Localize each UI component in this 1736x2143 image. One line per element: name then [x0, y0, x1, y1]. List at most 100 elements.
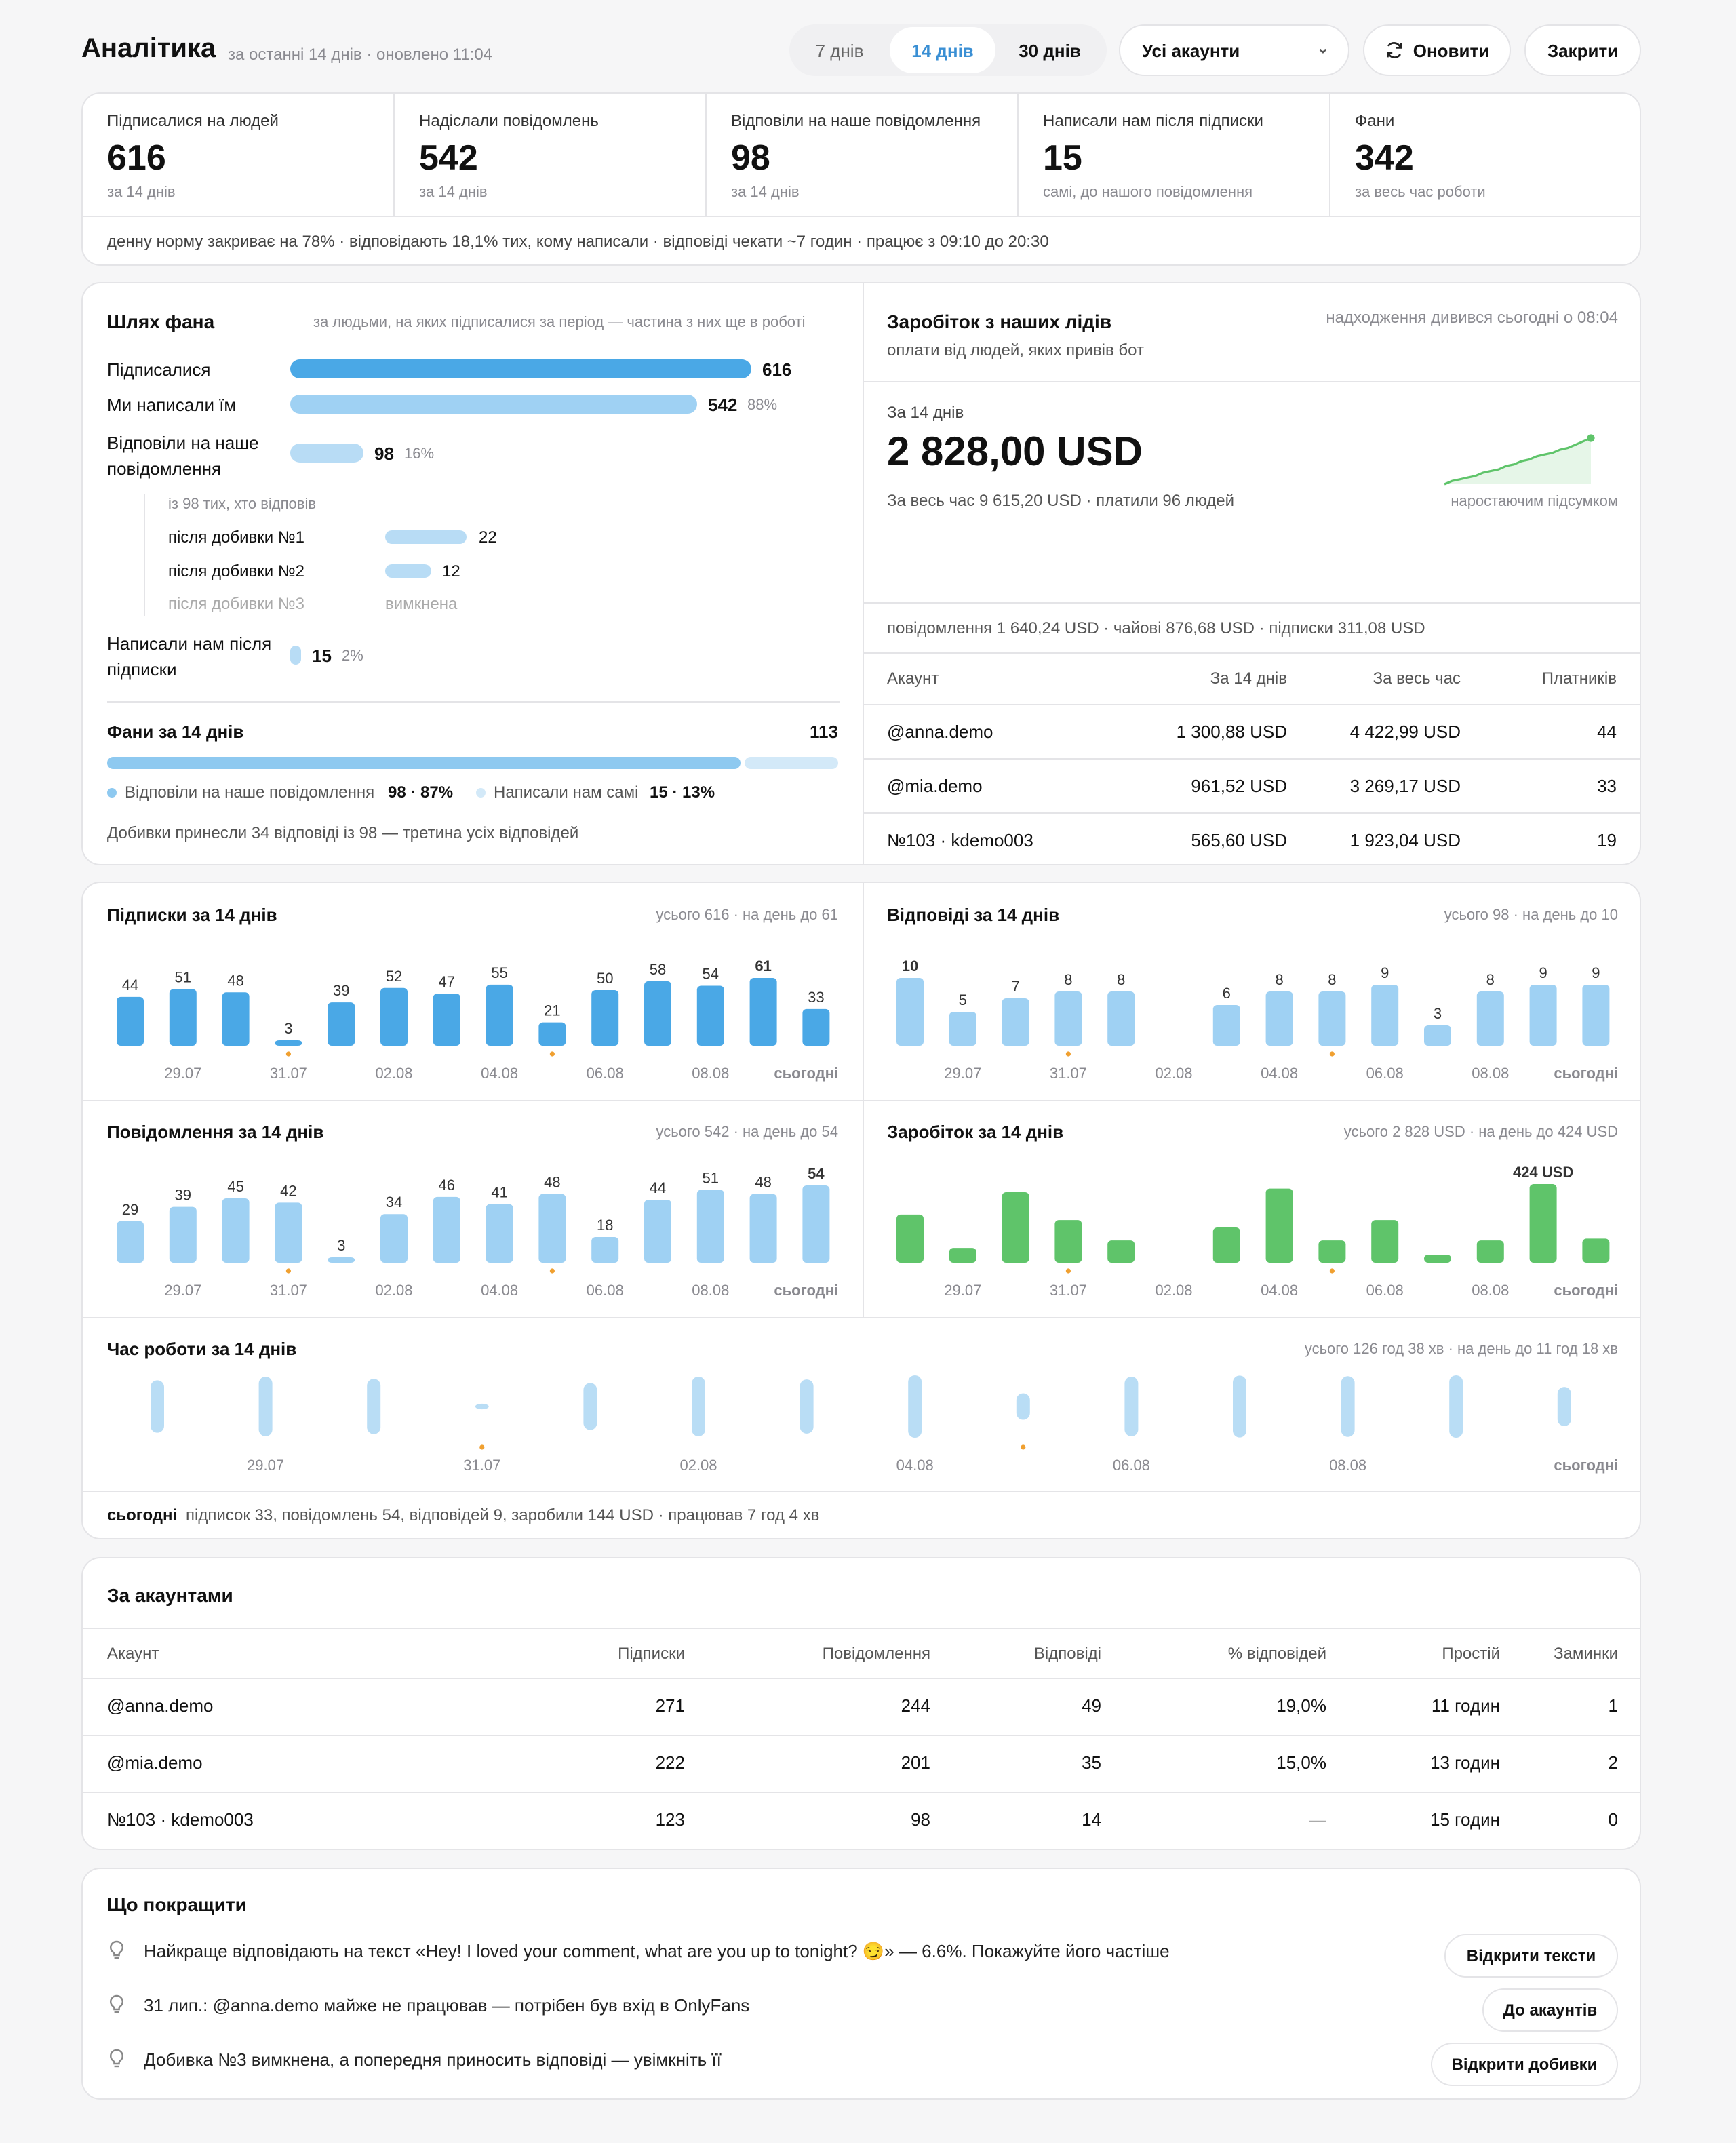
followup-3-label: після добивки №3	[168, 594, 304, 613]
followup-3-value: вимкнена	[385, 594, 458, 613]
accounts-row-2-account: @mia.demo	[107, 1752, 203, 1773]
funnel-pct-written: 88%	[747, 397, 778, 414]
followup-2-bar	[385, 564, 431, 578]
replies-bar	[1318, 991, 1346, 1046]
accounts-row-2-msgs: 201	[901, 1752, 930, 1773]
msgs-date-tick: сьогодні	[774, 1282, 838, 1299]
funnel-note: за людьми, на яких підписалися за період…	[313, 315, 806, 331]
accounts-row-3-idle: 15 годин	[1430, 1809, 1500, 1830]
accounts-card: За акаунтами Акаунт Підписки Повідомленн…	[81, 1557, 1641, 1850]
replies-value-label: 9	[1539, 964, 1547, 981]
earn-value-label: 424 USD	[1513, 1164, 1573, 1181]
account-select-value: Усі акаунти	[1142, 40, 1240, 60]
msgs-marker-dot	[285, 1268, 291, 1274]
hours-bar	[1449, 1375, 1463, 1438]
replies-bar	[1002, 998, 1029, 1046]
subs-date-tick: 08.08	[692, 1065, 729, 1082]
replies-bar	[1424, 1025, 1451, 1046]
subs-value-label: 3	[284, 1020, 292, 1037]
msgs-value-label: 3	[337, 1237, 345, 1254]
earn-bar	[1265, 1188, 1293, 1263]
accounts-row-1-account: @anna.demo	[107, 1695, 214, 1716]
improve-item-button[interactable]: До акаунтів	[1482, 1988, 1618, 2032]
followup-1-bar	[385, 530, 467, 544]
subs-bar	[169, 989, 197, 1046]
fans-bar-wrote	[745, 757, 838, 769]
replies-value-label: 8	[1486, 971, 1495, 988]
refresh-icon	[1386, 42, 1402, 58]
replies-marker-dot	[1065, 1051, 1071, 1057]
improve-item-text: 31 лип.: @anna.demo майже не працював — …	[144, 1995, 750, 2016]
page-subtitle: за останні 14 днів · оновлено 11:04	[228, 45, 493, 64]
earnings-col-all: За весь час	[1373, 669, 1461, 688]
kpi-card: Підписалися на людей 616 за 14 днів Надісл…	[81, 92, 1641, 266]
funnel-bar-written	[290, 395, 697, 414]
replies-value-label: 3	[1434, 1005, 1442, 1022]
subs-value-label: 51	[175, 968, 191, 985]
accounts-col-replies: Відповіді	[1033, 1644, 1101, 1663]
msgs-date-tick: 08.08	[692, 1282, 729, 1299]
improve-item-button[interactable]: Відкрити тексти	[1444, 1934, 1618, 1978]
msgs-bar	[275, 1202, 302, 1263]
replies-value-label: 5	[959, 991, 967, 1008]
earn-chart-title: Заробіток за 14 днів	[887, 1122, 1064, 1142]
kpi-note: денну норму закриває на 78% · відповідаю…	[107, 232, 1049, 251]
improve-item-button[interactable]: Відкрити добивки	[1431, 2043, 1618, 2086]
hours-marker-dot	[479, 1444, 485, 1450]
earnings-amount: 2 828,00 USD	[887, 430, 1143, 475]
hours-bar	[367, 1379, 381, 1434]
accounts-row-1-hiccups: 1	[1608, 1695, 1618, 1716]
replies-chart: 10 5 7 8 8 6 8 8 9 3 8 9 9 29.07 31.07 02.08 04.08 06.08 0…	[896, 958, 1618, 1082]
earnings-row-3-account: №103 · kdemo003	[887, 830, 1033, 850]
hours-chart: 29.07 31.07 02.08 04.08 06.08 08.08 сьогодні	[151, 1375, 1618, 1474]
subs-bar	[433, 993, 460, 1046]
earn-bar	[1424, 1255, 1451, 1263]
earnings-row-1-payers: 44	[1597, 722, 1617, 742]
earn-bar	[1476, 1240, 1504, 1263]
accounts-row-1-subs: 271	[655, 1695, 685, 1716]
hours-date-tick: 08.08	[1329, 1457, 1366, 1474]
earnings-alltime: За весь час 9 615,20 USD · платили 96 лю…	[887, 491, 1235, 510]
improve-item-text: Добивка №3 вимкнена, а попередня приноси…	[144, 2049, 722, 2070]
subs-value-label: 39	[333, 982, 349, 999]
earn-bar	[1054, 1220, 1082, 1263]
replies-date-tick: 29.07	[944, 1065, 981, 1082]
msgs-value-label: 44	[650, 1179, 666, 1196]
chevron-down-icon: ⌄	[1316, 41, 1329, 57]
legend-label-replied: Відповіли на наше повідомлення	[125, 783, 375, 802]
earnings-row-2-14d: 961,52 USD	[1191, 776, 1287, 796]
subs-value-label: 61	[755, 958, 771, 975]
legend-dot-wrote	[476, 788, 486, 798]
accounts-row-3-replies: 14	[1082, 1809, 1101, 1830]
msgs-bar	[117, 1221, 144, 1263]
tab-30-days[interactable]: 30 днів	[1019, 40, 1081, 60]
msgs-value-label: 51	[703, 1169, 719, 1186]
earn-bar	[1318, 1240, 1346, 1263]
refresh-button[interactable]: Оновити	[1363, 24, 1511, 76]
earn-date-tick: 04.08	[1261, 1282, 1298, 1299]
replies-bar	[1212, 1005, 1240, 1046]
earn-bar	[1212, 1227, 1240, 1263]
msgs-value-label: 34	[386, 1194, 402, 1211]
funnel-pct-wrote: 2%	[342, 648, 363, 665]
tab-14-days[interactable]: 14 днів	[890, 27, 995, 73]
msgs-marker-dot	[549, 1268, 555, 1274]
msgs-value-label: 41	[491, 1183, 507, 1200]
replies-bar	[1265, 991, 1293, 1046]
replies-date-tick: 02.08	[1155, 1065, 1192, 1082]
tab-7-days[interactable]: 7 днів	[815, 40, 864, 60]
earnings-row-1-account: @anna.demo	[887, 722, 993, 742]
accounts-row-2-hiccups: 2	[1608, 1752, 1618, 1773]
funnel-value-written: 542	[708, 395, 738, 415]
hours-marker-dot	[1021, 1444, 1026, 1450]
subs-value-label: 58	[650, 961, 666, 978]
earnings-col-account: Акаунт	[887, 669, 939, 688]
subs-bar	[591, 990, 619, 1046]
account-select[interactable]: Усі акаунти ⌄	[1119, 24, 1349, 76]
kpi-wrote-first: Написали нам після підписки 15 самі, до на…	[1019, 94, 1330, 216]
close-button[interactable]: Закрити	[1524, 24, 1641, 76]
earnings-sparkline	[1444, 434, 1595, 486]
replies-bar	[1582, 985, 1610, 1046]
sparkline-area	[1444, 438, 1591, 484]
replies-value-label: 9	[1592, 964, 1600, 981]
